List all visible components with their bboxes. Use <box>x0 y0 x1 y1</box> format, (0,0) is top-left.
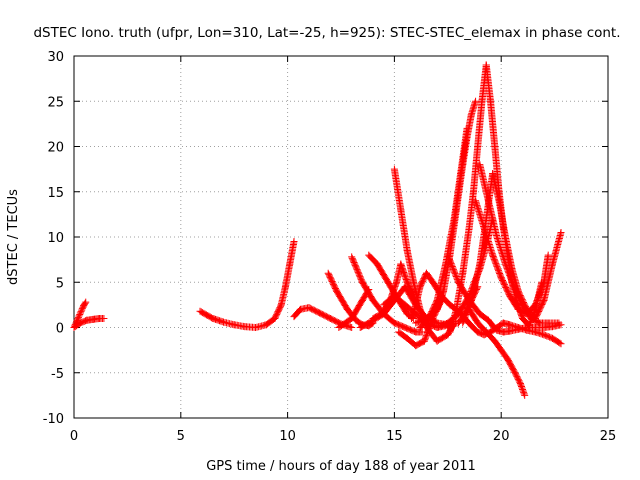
data-point <box>452 271 460 279</box>
data-point <box>74 315 82 323</box>
data-point <box>544 251 552 259</box>
y-tick-label: -5 <box>51 367 64 382</box>
data-point <box>539 280 547 288</box>
data-point <box>444 253 452 261</box>
data-point <box>432 298 440 306</box>
data-point <box>76 309 84 317</box>
data-point <box>518 384 526 392</box>
data-point <box>348 324 356 331</box>
data-point <box>555 319 563 327</box>
data-point <box>82 298 90 306</box>
data-point <box>447 258 455 266</box>
data-point <box>463 124 471 132</box>
data-point <box>277 302 285 310</box>
data-point <box>519 385 527 393</box>
data-point <box>520 388 528 396</box>
data-point <box>557 228 565 236</box>
data-series <box>465 305 529 399</box>
data-point <box>521 391 529 399</box>
data-point <box>556 339 564 347</box>
data-point <box>451 270 459 278</box>
data-point <box>74 313 82 321</box>
data-point <box>451 268 459 276</box>
y-tick-label: 5 <box>56 276 64 291</box>
data-point <box>539 298 547 306</box>
data-point <box>100 314 108 322</box>
data-point <box>418 328 426 336</box>
data-point <box>546 333 554 341</box>
data-point <box>541 331 549 339</box>
y-tick-label: -10 <box>43 412 64 427</box>
data-point <box>516 378 524 386</box>
grid <box>74 56 608 418</box>
data-point <box>449 264 457 272</box>
data-point <box>76 310 84 318</box>
y-tick-label: 20 <box>47 141 64 156</box>
data-series <box>407 269 565 348</box>
data-point <box>75 312 83 320</box>
y-tick-label: 25 <box>47 95 64 110</box>
data-point <box>445 254 453 262</box>
x-tick-label: 0 <box>70 429 78 444</box>
data-points <box>70 61 565 399</box>
x-tick-label: 20 <box>493 429 510 444</box>
data-point <box>557 340 565 348</box>
data-point <box>544 333 552 341</box>
y-tick-label: 0 <box>56 322 64 337</box>
data-series <box>196 238 298 331</box>
data-point <box>543 332 551 340</box>
x-axis-label: GPS time / hours of day 188 of year 2011 <box>206 459 476 474</box>
data-series <box>472 197 552 318</box>
y-axis-label: dSTEC / TECUs <box>6 189 21 285</box>
data-point <box>78 306 86 314</box>
data-series <box>416 124 471 331</box>
data-point <box>77 308 85 316</box>
data-point <box>472 97 480 105</box>
data-point <box>81 299 89 307</box>
y-tick-label: 15 <box>47 186 64 201</box>
data-point <box>467 298 475 306</box>
y-tick-label: 10 <box>47 231 64 246</box>
data-point <box>520 390 528 398</box>
data-point <box>516 380 524 388</box>
data-point <box>517 381 525 389</box>
data-series <box>70 314 108 331</box>
data-point <box>78 305 86 313</box>
data-point <box>450 267 458 275</box>
data-point <box>452 273 460 281</box>
data-point <box>519 387 527 395</box>
data-point <box>447 260 455 268</box>
data-point <box>444 251 452 259</box>
x-tick-label: 10 <box>279 429 296 444</box>
x-tick-label: 15 <box>386 429 403 444</box>
data-point <box>526 320 534 328</box>
chart-title: dSTEC Iono. truth (ufpr, Lon=310, Lat=-2… <box>33 25 620 41</box>
axis-ticks: 0 5 10 15 20 25 -10 -5 0 5 10 15 20 25 30 <box>43 50 617 444</box>
data-point <box>525 322 533 330</box>
x-tick-label: 25 <box>600 429 617 444</box>
data-point <box>445 255 453 263</box>
data-point <box>290 238 298 246</box>
data-series <box>365 251 418 322</box>
data-point <box>448 261 456 269</box>
data-point <box>517 383 525 391</box>
data-point <box>432 318 440 326</box>
y-tick-label: 30 <box>47 50 64 65</box>
data-point <box>540 331 548 339</box>
data-series <box>476 161 563 327</box>
data-point <box>446 257 454 265</box>
data-point <box>448 263 456 271</box>
data-point <box>449 265 457 273</box>
x-tick-label: 5 <box>177 429 185 444</box>
